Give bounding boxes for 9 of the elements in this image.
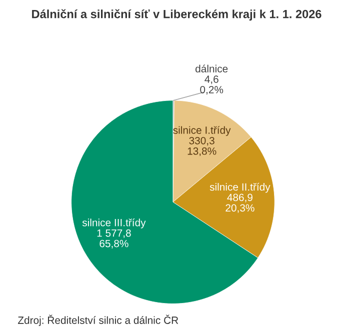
text: Zdroj: Ředitelství silnic a dálnic ČR	[18, 314, 178, 326]
data-label: 4,6 0,2%	[200, 76, 224, 95]
slice-label: dálnice	[196, 64, 228, 72]
data-label: 486,9 20,3%	[226, 194, 254, 213]
slice-label: silnice II.třídy	[210, 182, 270, 193]
chart-title: Dálniční a silniční síť v Libereckém kraji k 1. 1. 2026	[32, 9, 322, 21]
data-label: 330,3 13,8%	[188, 136, 216, 156]
data-label: 1 577,8 65,8%	[97, 229, 131, 248]
slice-label: silnice III.třídy	[82, 218, 146, 228]
